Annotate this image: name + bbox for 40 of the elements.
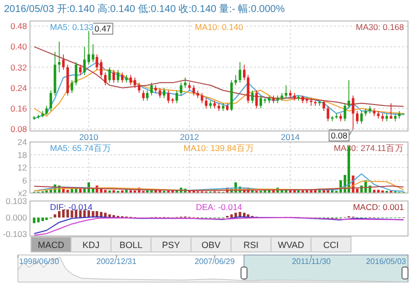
- y-tick-label: x2: [18, 188, 28, 198]
- series-label: DIF: -0.014: [50, 202, 93, 212]
- y-tick-label: 0.40: [10, 42, 28, 52]
- y-tick-label: 0.32: [10, 62, 28, 72]
- text: CCI: [323, 240, 339, 250]
- x-tick-label: 1998/06/30: [19, 257, 60, 266]
- y-tick-label: 0.08: [10, 124, 28, 134]
- y-tick-label: 6: [22, 175, 28, 186]
- text: MA10: 0.140: [194, 22, 244, 32]
- text: RSI: [243, 240, 259, 250]
- text: PSY: [162, 240, 180, 250]
- x-tick-label: 2007/06/29: [194, 257, 236, 266]
- chart-title: 2016/05/03 开:0.140 高:0.140 低:0.140 收:0.140 量:- 幅:0.000%: [4, 3, 285, 15]
- y-tick-label: 0.48: [10, 21, 28, 32]
- y-tick-label: 18: [18, 150, 28, 160]
- series-label: DEA: -0.014: [196, 202, 242, 212]
- x-tick-label: 2002/12/31: [96, 257, 138, 266]
- x-tick-label: 2016/05/03: [366, 257, 407, 266]
- text: KDJ: [82, 240, 100, 250]
- y-tick-label: 0.16: [10, 103, 28, 114]
- y-tick-label: 0.000: [6, 212, 28, 223]
- text: OBV: [201, 240, 221, 250]
- text: MA30: 0.168: [356, 22, 404, 32]
- text: MACD: [38, 240, 65, 250]
- x-tick-label: 2010: [79, 132, 98, 142]
- x-tick-label: 2012: [180, 132, 200, 142]
- text: MA10: 139.84百万: [184, 143, 254, 153]
- y-tick-label: 12: [18, 162, 28, 172]
- x-tick-label: 2011/11/30: [292, 257, 332, 266]
- text: BOLL: [119, 240, 143, 250]
- text: WVAD: [278, 240, 305, 250]
- x-tick-label: 2014: [280, 132, 300, 142]
- y-tick-label: 0.24: [10, 82, 28, 93]
- y-tick-label: -0.103: [2, 229, 28, 240]
- y-tick-label: 24: [18, 137, 28, 147]
- annotation: 0.47: [94, 24, 112, 34]
- text: MA5: 65.74百万: [50, 143, 112, 153]
- series-label: MACD: 0.001: [352, 202, 404, 212]
- annotation: 0.08: [330, 130, 348, 140]
- y-tick-label: 0.103: [6, 196, 28, 206]
